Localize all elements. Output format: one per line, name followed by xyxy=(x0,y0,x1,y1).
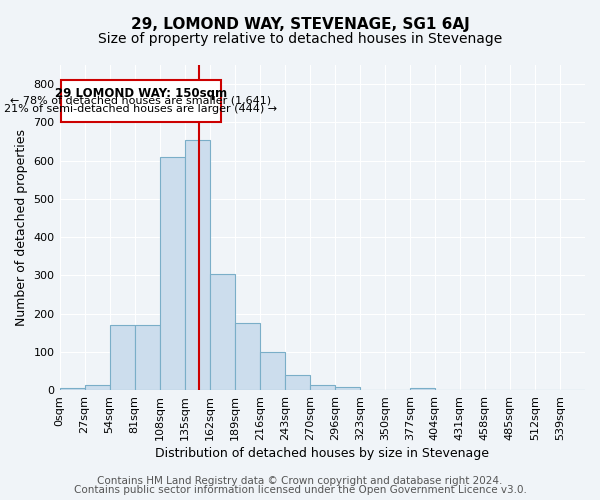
Text: Contains public sector information licensed under the Open Government Licence v3: Contains public sector information licen… xyxy=(74,485,526,495)
Text: Contains HM Land Registry data © Crown copyright and database right 2024.: Contains HM Land Registry data © Crown c… xyxy=(97,476,503,486)
Bar xyxy=(209,274,235,390)
Bar xyxy=(335,387,360,390)
Bar xyxy=(285,375,310,390)
Bar xyxy=(85,385,110,390)
X-axis label: Distribution of detached houses by size in Stevenage: Distribution of detached houses by size … xyxy=(155,447,489,460)
Bar xyxy=(110,325,134,390)
Text: 29, LOMOND WAY, STEVENAGE, SG1 6AJ: 29, LOMOND WAY, STEVENAGE, SG1 6AJ xyxy=(131,18,469,32)
Bar xyxy=(134,325,160,390)
Text: Size of property relative to detached houses in Stevenage: Size of property relative to detached ho… xyxy=(98,32,502,46)
Bar xyxy=(260,352,285,390)
Bar xyxy=(235,323,260,390)
Y-axis label: Number of detached properties: Number of detached properties xyxy=(15,129,28,326)
Text: 21% of semi-detached houses are larger (444) →: 21% of semi-detached houses are larger (… xyxy=(4,104,277,114)
Bar xyxy=(185,140,209,390)
Text: ← 78% of detached houses are smaller (1,641): ← 78% of detached houses are smaller (1,… xyxy=(10,96,271,106)
Bar xyxy=(59,388,85,390)
Text: 29 LOMOND WAY: 150sqm: 29 LOMOND WAY: 150sqm xyxy=(55,87,227,100)
FancyBboxPatch shape xyxy=(61,80,221,122)
Bar xyxy=(410,388,435,390)
Bar xyxy=(160,157,185,390)
Bar xyxy=(310,385,335,390)
